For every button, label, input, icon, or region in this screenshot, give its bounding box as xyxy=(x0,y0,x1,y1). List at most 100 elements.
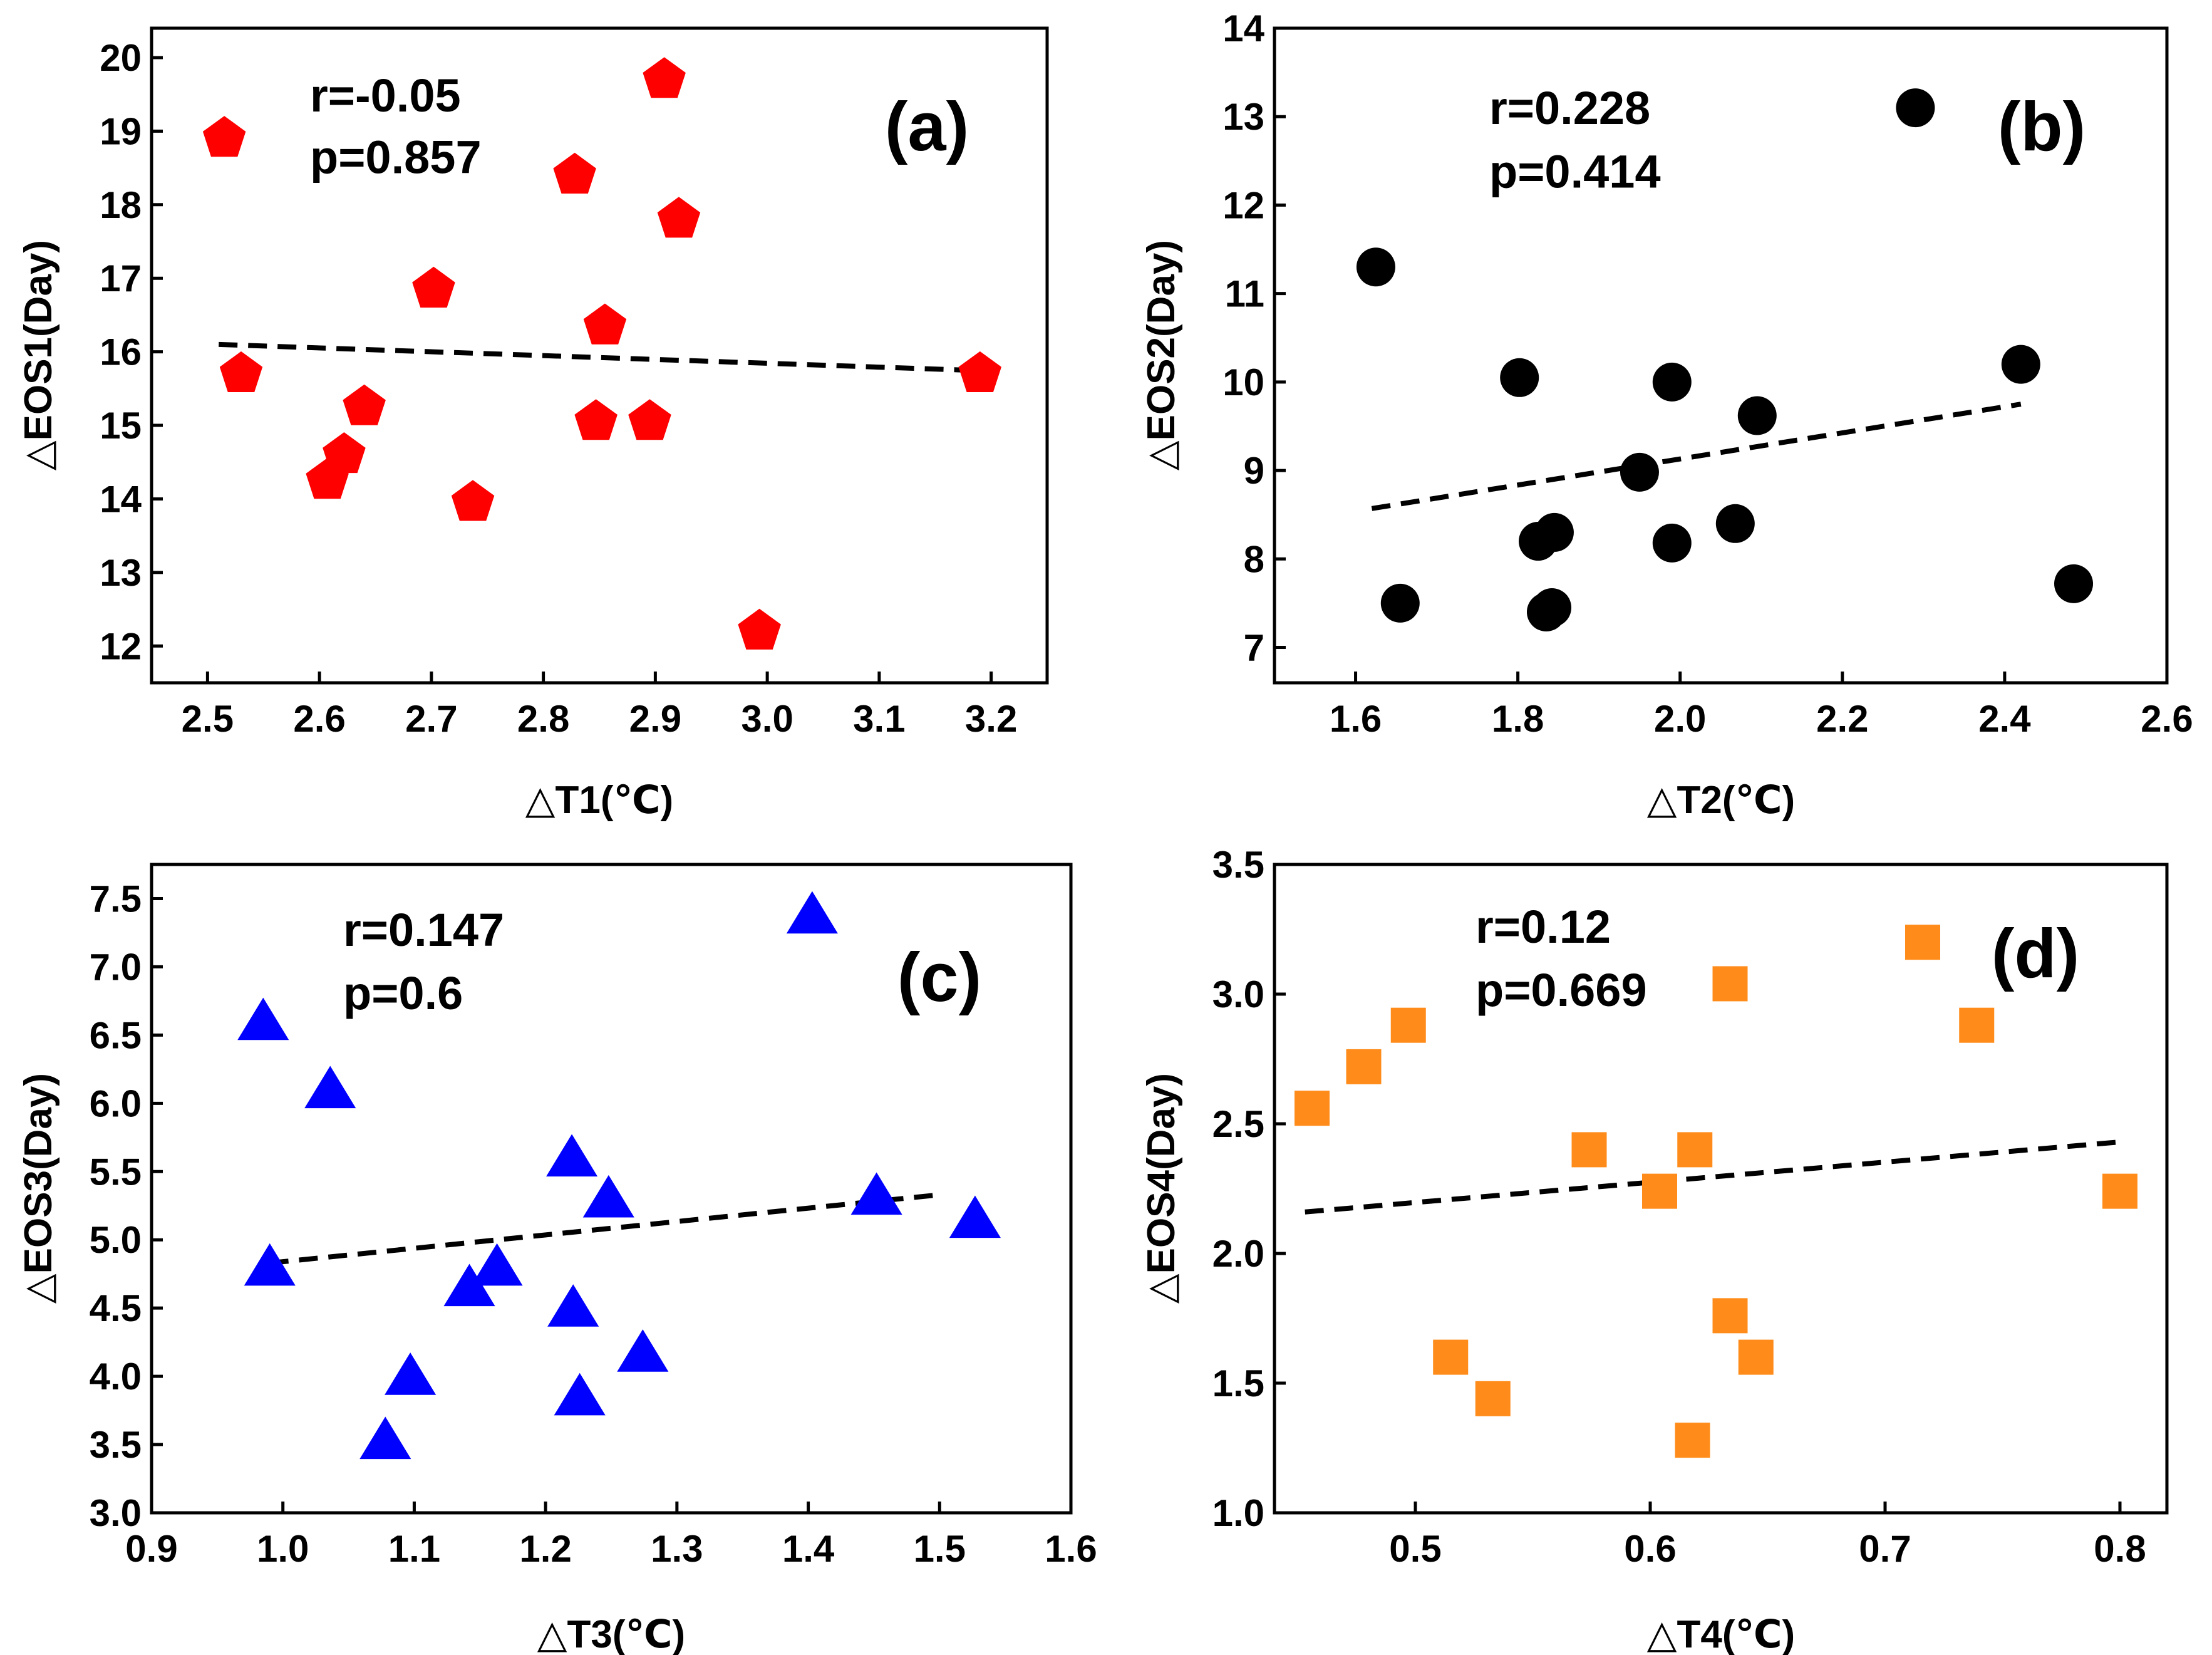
data-point xyxy=(546,1134,598,1177)
plot-frame xyxy=(1273,26,2169,685)
data-point xyxy=(553,152,596,194)
data-point xyxy=(1905,925,1940,960)
data-point xyxy=(1390,1007,1426,1043)
y-tick-label: 15 xyxy=(100,405,142,447)
data-point xyxy=(1712,1298,1748,1334)
y-tick-label: 11 xyxy=(1225,273,1264,315)
x-axis-title: △T2(℃) xyxy=(1647,779,1795,822)
r-value: r=0.147 xyxy=(343,904,504,956)
x-tick-label: 2.0 xyxy=(1654,698,1706,740)
y-axis-title: △EOS4(Day) xyxy=(1140,1073,1183,1304)
chart-panel: 0.9 1.0 1.1 1.2 1.3 1.4 1.5 1.6 3.0 3.5 4.0 4.5 5.0 5… xyxy=(17,863,1097,1655)
regression-line xyxy=(219,341,969,373)
y-tick-label: 12 xyxy=(1222,184,1264,226)
data-point xyxy=(628,399,671,440)
x-tick-label: 0.5 xyxy=(1389,1528,1441,1570)
data-point xyxy=(949,1195,1001,1238)
y-tick-label: 10 xyxy=(1222,361,1264,403)
data-point xyxy=(304,1066,356,1109)
y-tick-label: 6.5 xyxy=(90,1014,142,1056)
data-point xyxy=(1571,1132,1607,1168)
data-point xyxy=(343,384,386,425)
data-point xyxy=(958,351,1001,392)
y-tick-label: 17 xyxy=(100,257,142,299)
data-point xyxy=(1642,1173,1677,1209)
y-tick-label: 1.5 xyxy=(1212,1362,1264,1404)
x-tick-label: 0.9 xyxy=(125,1528,177,1570)
plot-frame xyxy=(1273,863,2169,1515)
data-point xyxy=(1433,1339,1469,1375)
y-tick-label: 6.0 xyxy=(90,1082,142,1124)
x-tick-label: 3.1 xyxy=(853,698,905,740)
y-tick-label: 7 xyxy=(1244,627,1264,669)
panel-label: (b) xyxy=(1998,88,2085,165)
data-point xyxy=(1652,362,1692,402)
y-tick-label: 12 xyxy=(100,625,142,667)
data-point xyxy=(1712,966,1748,1002)
data-point xyxy=(237,997,289,1040)
y-tick-label: 5.0 xyxy=(90,1219,142,1261)
x-tick-label: 2.6 xyxy=(2141,698,2193,740)
data-point xyxy=(1475,1381,1511,1416)
data-point xyxy=(471,1243,523,1286)
data-point xyxy=(1534,512,1574,552)
data-point xyxy=(1346,1049,1382,1084)
x-tick-label: 1.8 xyxy=(1492,698,1544,740)
r-value: r=0.12 xyxy=(1476,901,1611,953)
data-point xyxy=(1295,1091,1330,1126)
x-tick-label: 1.5 xyxy=(914,1528,966,1570)
data-point xyxy=(1356,247,1395,287)
data-point xyxy=(2001,345,2040,384)
y-tick-label: 20 xyxy=(100,37,142,79)
x-tick-label: 0.6 xyxy=(1624,1528,1676,1570)
y-tick-label: 3.5 xyxy=(1212,844,1264,886)
x-tick-label: 1.6 xyxy=(1330,698,1382,740)
y-tick-label: 7.5 xyxy=(90,878,142,920)
panel-label: (d) xyxy=(1992,915,2079,992)
data-point xyxy=(451,480,495,521)
data-point xyxy=(1715,504,1755,543)
plot-frame xyxy=(150,26,1049,685)
x-tick-label: 2.6 xyxy=(293,698,345,740)
regression-line xyxy=(269,1192,940,1266)
x-tick-label: 1.2 xyxy=(519,1528,571,1570)
y-tick-label: 19 xyxy=(100,110,142,152)
x-tick-label: 2.5 xyxy=(182,698,234,740)
panel-label: (a) xyxy=(885,88,969,165)
x-tick-label: 1.6 xyxy=(1045,1528,1097,1570)
x-tick-label: 1.1 xyxy=(388,1528,440,1570)
y-tick-label: 4.0 xyxy=(90,1356,142,1398)
data-point xyxy=(786,891,838,934)
data-point xyxy=(1380,583,1420,623)
y-tick-label: 18 xyxy=(100,184,142,226)
data-point xyxy=(244,1243,296,1286)
y-tick-label: 2.5 xyxy=(1212,1103,1264,1145)
data-point xyxy=(1620,452,1659,492)
data-point xyxy=(643,57,686,98)
data-point xyxy=(1532,588,1572,627)
y-tick-label: 3.0 xyxy=(1212,973,1264,1015)
x-tick-label: 2.7 xyxy=(405,698,457,740)
data-point xyxy=(554,1372,606,1416)
data-point xyxy=(385,1352,437,1395)
regression-line xyxy=(1371,402,2022,511)
data-point xyxy=(2102,1173,2137,1209)
y-tick-label: 3.0 xyxy=(90,1492,142,1534)
data-point xyxy=(323,432,366,474)
data-point xyxy=(202,116,246,157)
y-axis-title: △EOS1(Day) xyxy=(17,240,60,470)
chart-panel: 1.6 1.8 2.0 2.2 2.4 2.6 7 8 9 10 11 12 13 14 r=0.228 p=… xyxy=(1140,8,2193,822)
chart-panel: 0.5 0.6 0.7 0.8 1.0 1.5 2.0 2.5 3.0 3.5 r=0.12 p=0.… xyxy=(1140,844,2169,1655)
y-tick-label: 8 xyxy=(1244,538,1264,580)
regression-line xyxy=(1305,1139,2121,1215)
x-tick-label: 1.4 xyxy=(782,1528,835,1570)
data-point xyxy=(359,1416,411,1460)
data-point xyxy=(1675,1423,1710,1458)
data-point xyxy=(412,266,455,308)
data-point xyxy=(738,608,781,650)
y-tick-label: 16 xyxy=(100,331,142,373)
data-point xyxy=(1652,523,1692,563)
data-point xyxy=(582,1175,634,1218)
y-tick-label: 1.0 xyxy=(1212,1492,1264,1534)
